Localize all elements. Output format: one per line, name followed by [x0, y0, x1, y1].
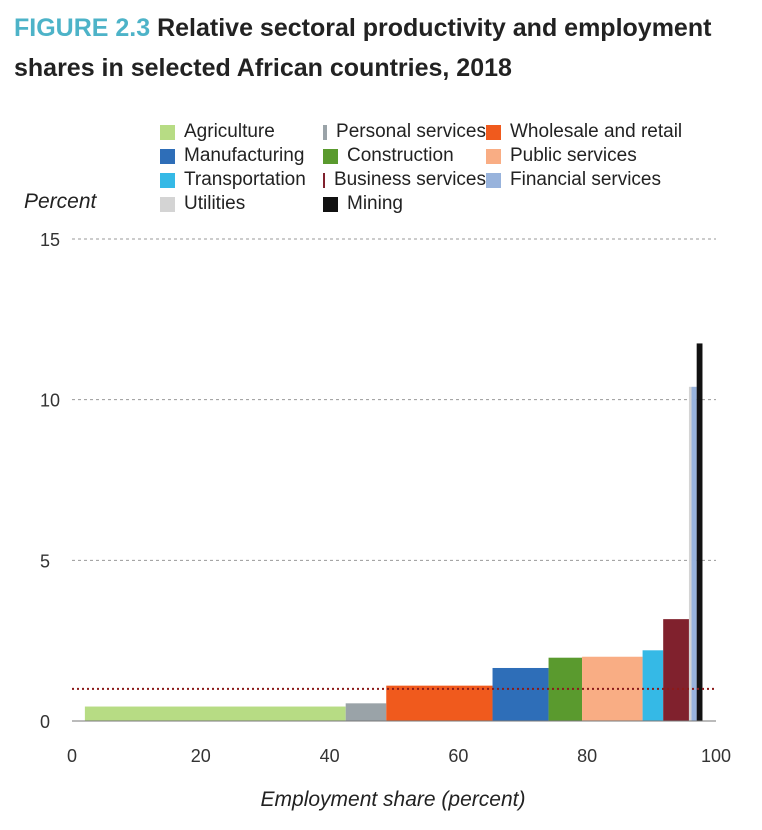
y-tick-label-5: 5 — [40, 551, 50, 571]
legend-label: Personal services — [336, 121, 486, 142]
legend-item-business-services: Business services — [323, 169, 486, 191]
legend-item-public-services: Public services — [486, 145, 736, 167]
y-axis-label: Percent — [24, 190, 97, 213]
chart-legend: Agriculture Personal services Wholesale an… — [160, 120, 740, 216]
legend-label: Agriculture — [184, 121, 275, 142]
bar-mining — [696, 343, 703, 721]
legend-label: Public services — [510, 145, 637, 166]
legend-item-agriculture: Agriculture — [160, 121, 323, 143]
legend-swatch — [160, 172, 175, 188]
legend-label: Financial services — [510, 169, 661, 190]
legend-swatch — [323, 124, 328, 140]
legend-row: Manufacturing Construction Public services — [160, 144, 740, 168]
x-tick-label-0: 0 — [67, 746, 77, 766]
bar-manufacturing — [492, 667, 549, 721]
y-tick-label-0: 0 — [40, 712, 50, 732]
x-axis-label: Employment share (percent) — [260, 788, 526, 811]
x-tick-label-20: 20 — [191, 746, 211, 766]
x-tick-label-100: 100 — [701, 746, 731, 766]
legend-label: Utilities — [184, 193, 246, 214]
legend-swatch — [160, 148, 175, 164]
bar-agriculture — [84, 706, 346, 721]
legend-row: Transportation Business services Financial… — [160, 168, 740, 192]
legend-label: Mining — [347, 193, 403, 214]
bar-financial-services — [691, 386, 697, 721]
legend-item-construction: Construction — [323, 145, 486, 167]
legend-swatch — [486, 172, 501, 188]
bar-business-services — [663, 619, 689, 721]
legend-label: Manufacturing — [184, 145, 305, 166]
bar-personal-services — [345, 703, 387, 721]
legend-item-mining: Mining — [323, 193, 486, 215]
x-tick-label-80: 80 — [577, 746, 597, 766]
bar-wholesale-and-retail — [386, 685, 493, 721]
legend-swatch — [323, 196, 338, 212]
bar-utilities — [688, 386, 692, 721]
legend-label: Construction — [347, 145, 454, 166]
legend-swatch — [486, 124, 501, 140]
bar-construction — [548, 657, 583, 721]
legend-item-financial-services: Financial services — [486, 169, 736, 191]
legend-item-utilities: Utilities — [160, 193, 323, 215]
legend-swatch — [160, 124, 175, 140]
bar-transportation — [642, 650, 664, 721]
legend-item-manufacturing: Manufacturing — [160, 145, 323, 167]
legend-row: Agriculture Personal services Wholesale an… — [160, 120, 740, 144]
legend-row: Utilities Mining — [160, 192, 740, 216]
figure-title: FIGURE 2.3 Relative sectoral productivit… — [14, 8, 754, 88]
legend-item-transportation: Transportation — [160, 169, 323, 191]
y-tick-label-10: 10 — [40, 391, 60, 411]
legend-item-personal-services: Personal services — [323, 121, 486, 143]
figure-label: FIGURE 2.3 — [14, 14, 151, 42]
x-tick-label-60: 60 — [448, 746, 468, 766]
legend-swatch — [323, 172, 325, 188]
legend-swatch — [323, 148, 338, 164]
legend-swatch — [160, 196, 175, 212]
x-tick-label-40: 40 — [320, 746, 340, 766]
legend-label: Business services — [333, 169, 486, 190]
legend-item-wholesale-and-retail: Wholesale and retail — [486, 121, 736, 143]
figure-title-text: Relative sectoral productivity and emplo… — [14, 14, 712, 82]
legend-label: Wholesale and retail — [510, 121, 683, 142]
y-tick-label-15: 15 — [40, 230, 60, 250]
legend-swatch — [486, 148, 501, 164]
legend-label: Transportation — [184, 169, 306, 190]
